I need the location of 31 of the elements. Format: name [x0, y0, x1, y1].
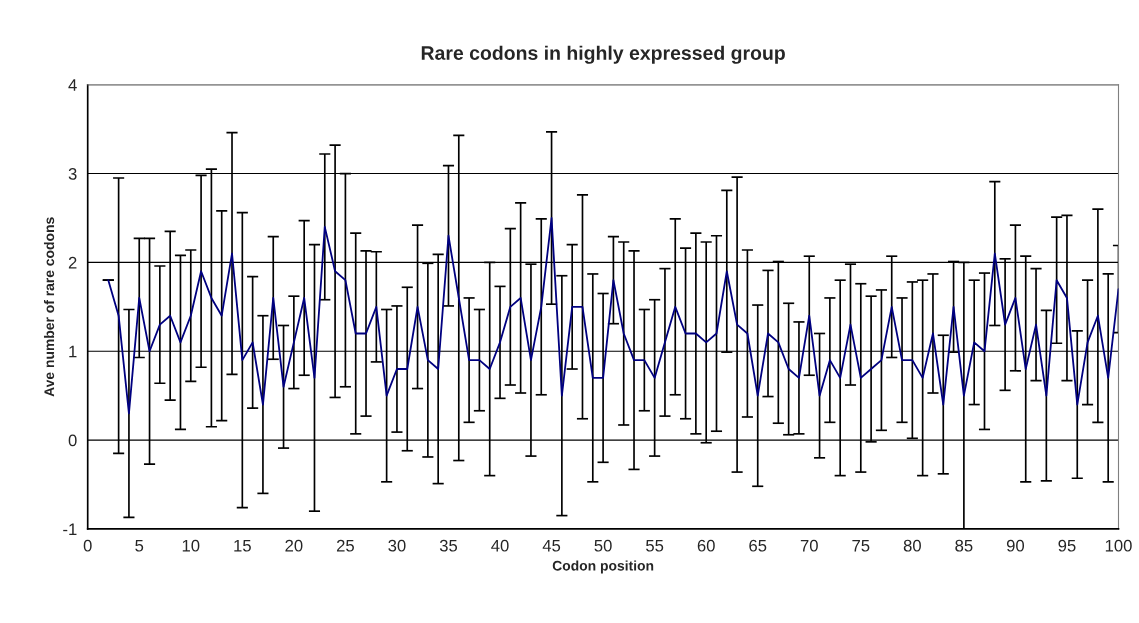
- x-tick-label: 80: [903, 539, 921, 552]
- y-tick-label: 0: [68, 434, 77, 447]
- x-tick-label: 95: [1058, 539, 1076, 552]
- y-tick-label: 3: [68, 167, 77, 180]
- x-tick-label: 5: [135, 539, 144, 552]
- y-tick-label: 4: [68, 79, 77, 91]
- x-tick-label: 25: [336, 539, 354, 552]
- y-tick-label: 2: [68, 256, 77, 269]
- y-tick-label: 1: [69, 345, 77, 358]
- chart-title: Rare codons in highly expressed group: [421, 45, 785, 64]
- x-tick-label: 55: [646, 539, 664, 552]
- x-tick-label: 75: [852, 539, 870, 552]
- x-tick-label: 45: [542, 539, 561, 552]
- x-tick-label: 40: [491, 539, 509, 552]
- x-tick-label: 90: [1006, 539, 1025, 552]
- x-tick-label: 65: [749, 539, 767, 552]
- x-tick-label: 0: [83, 539, 92, 552]
- x-tick-label: 20: [285, 539, 303, 552]
- x-tick-label: 85: [955, 539, 973, 552]
- x-tick-label: 10: [182, 539, 200, 552]
- x-tick-label: 35: [439, 539, 458, 552]
- x-tick-label: 100: [1105, 539, 1132, 552]
- y-tick-label: -1: [63, 523, 77, 535]
- x-axis-title: Codon position: [552, 560, 654, 574]
- x-tick-label: 70: [800, 539, 818, 552]
- x-tick-label: 60: [697, 539, 715, 552]
- x-tick-label: 15: [234, 539, 251, 552]
- y-axis-title: Ave number of rare codons: [43, 217, 55, 397]
- line-series: [107, 217, 1119, 415]
- x-tick-label: 30: [388, 539, 406, 552]
- x-tick-label: 50: [594, 539, 612, 552]
